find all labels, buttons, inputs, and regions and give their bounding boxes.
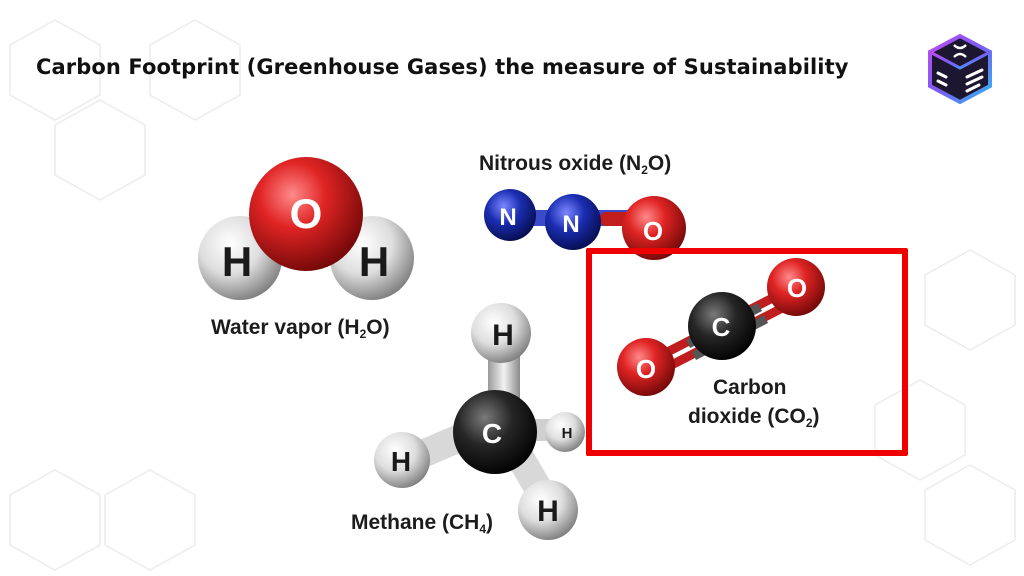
methane-label-subscript: 4 bbox=[479, 522, 487, 536]
hydrogen-atom bbox=[545, 412, 585, 452]
water-label-subscript: 2 bbox=[359, 327, 367, 341]
hydrogen-symbol: H bbox=[391, 446, 411, 477]
hexagon-shape bbox=[924, 464, 1016, 566]
carbon-dioxide-label-line2: dioxide (CO2) bbox=[688, 405, 820, 430]
nitrogen-symbol: N bbox=[562, 211, 579, 238]
cube-dna-logo-icon bbox=[928, 33, 992, 105]
water-molecule: O H H bbox=[198, 157, 414, 300]
methane-label-suffix: ) bbox=[486, 511, 494, 534]
carbon-dioxide-molecule: O C O bbox=[617, 258, 825, 396]
hydrogen-symbol: H bbox=[537, 495, 559, 528]
water-label-text: Water vapor (H bbox=[211, 316, 360, 339]
hexagon-shape bbox=[9, 469, 101, 571]
slide-title: Carbon Footprint (Greenhouse Gases) the … bbox=[36, 55, 849, 79]
carbon-atom bbox=[688, 292, 756, 360]
nitrous-oxide-label-suffix: O) bbox=[647, 152, 672, 175]
nitrogen-symbol: N bbox=[499, 204, 516, 231]
methane-label-text: Methane (CH bbox=[351, 511, 480, 534]
carbon-symbol: C bbox=[712, 312, 731, 342]
hexagon-shape bbox=[924, 249, 1016, 351]
nitrous-oxide-label-subscript: 2 bbox=[641, 163, 648, 177]
oxygen-atom bbox=[249, 157, 363, 271]
nitrous-oxide-label: Nitrous oxide (N2O) bbox=[479, 152, 671, 177]
carbon-dioxide-label-line1: Carbon bbox=[713, 376, 787, 399]
hydrogen-atom bbox=[518, 480, 578, 540]
oxygen-symbol: O bbox=[636, 354, 656, 384]
hydrogen-symbol: H bbox=[359, 238, 389, 285]
water-vapor-label: Water vapor (H2O) bbox=[211, 316, 390, 341]
carbon-dioxide-label-suffix: ) bbox=[812, 405, 820, 428]
oxygen-atom bbox=[767, 258, 825, 316]
carbon-dioxide-label-subscript: 2 bbox=[805, 416, 813, 430]
oxygen-symbol: O bbox=[290, 190, 323, 237]
water-label-suffix: O) bbox=[366, 316, 390, 339]
nitrous-oxide-label-text: Nitrous oxide (N bbox=[479, 152, 642, 175]
carbon-dioxide-label-text: dioxide (CO bbox=[688, 405, 806, 428]
hydrogen-atom bbox=[471, 303, 531, 363]
oxygen-symbol: O bbox=[643, 216, 663, 246]
hydrogen-atom bbox=[374, 432, 430, 488]
hydrogen-symbol: H bbox=[222, 238, 252, 285]
hexagon-shape bbox=[54, 99, 146, 201]
oxygen-atom bbox=[622, 196, 686, 260]
nitrogen-atom bbox=[484, 189, 536, 241]
carbon-dioxide-highlight-box bbox=[586, 248, 908, 456]
hydrogen-symbol: H bbox=[562, 425, 573, 442]
oxygen-atom bbox=[617, 338, 675, 396]
nitrogen-atom bbox=[545, 194, 601, 250]
nitrous-oxide-molecule: N N O bbox=[484, 189, 686, 260]
hexagon-shape bbox=[9, 19, 101, 121]
hexagon-shape bbox=[104, 469, 196, 571]
methane-molecule: C H H H H bbox=[374, 303, 585, 540]
hexagon-shape bbox=[149, 19, 241, 121]
methane-label: Methane (CH4) bbox=[351, 511, 493, 536]
carbon-atom bbox=[453, 390, 537, 474]
hexagon-shape bbox=[874, 379, 966, 481]
carbon-symbol: C bbox=[482, 418, 502, 449]
oxygen-symbol: O bbox=[787, 273, 807, 303]
hydrogen-symbol: H bbox=[492, 319, 514, 352]
